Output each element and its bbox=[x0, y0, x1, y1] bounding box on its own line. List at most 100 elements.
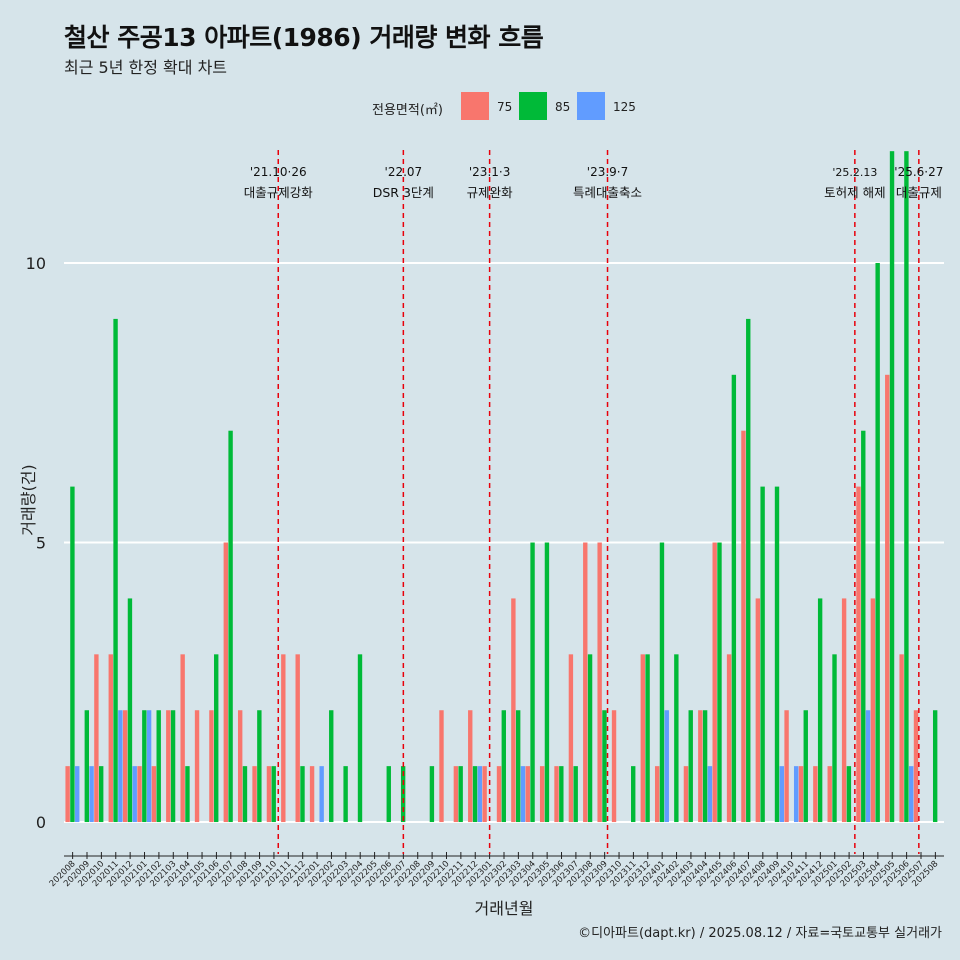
y-tick-label-0: 0 bbox=[36, 813, 46, 832]
bar-85-202203 bbox=[343, 766, 348, 823]
bar-75-202308 bbox=[583, 542, 588, 823]
bar-85-202302 bbox=[501, 710, 506, 823]
bar-125-202503 bbox=[865, 710, 871, 823]
bar-85-202109 bbox=[257, 710, 262, 823]
bar-85-202403 bbox=[688, 710, 693, 823]
bar-75-202310 bbox=[611, 710, 617, 823]
bar-85-202405 bbox=[717, 542, 722, 823]
bar-125-202012 bbox=[132, 766, 137, 823]
bar-85-202312 bbox=[645, 654, 650, 823]
bar-75-202408 bbox=[755, 598, 761, 823]
bar-75-202211 bbox=[453, 766, 459, 823]
bar-85-202407 bbox=[746, 318, 751, 823]
bar-75-202403 bbox=[683, 766, 689, 823]
bar-85-202010 bbox=[98, 766, 104, 823]
bar-85-202204 bbox=[357, 654, 363, 823]
bar-85-202408 bbox=[760, 486, 765, 823]
legend-key-125 bbox=[577, 92, 605, 120]
bar-125-202410 bbox=[793, 766, 799, 823]
bar-85-202409 bbox=[774, 486, 780, 823]
bar-75-202302 bbox=[496, 766, 502, 823]
bar-85-202104 bbox=[185, 766, 190, 823]
bar-125-202201 bbox=[319, 766, 324, 823]
bar-75-202103 bbox=[166, 710, 171, 823]
bar-75-202309 bbox=[597, 542, 602, 823]
bar-75-202503 bbox=[856, 486, 861, 823]
event-label-5: 대출규제 bbox=[896, 185, 942, 200]
y-tick-label-5: 5 bbox=[36, 534, 46, 553]
bar-75-202507 bbox=[913, 710, 919, 823]
bar-125-202506 bbox=[909, 766, 914, 823]
bar-85-202308 bbox=[587, 654, 593, 823]
bar-75-202212 bbox=[468, 710, 473, 823]
event-label-0: 대출규제강화 bbox=[244, 185, 314, 200]
bar-125-202101 bbox=[146, 710, 152, 823]
bar-75-202306 bbox=[554, 766, 559, 823]
chart-title: 철산 주공13 아파트(1986) 거래량 변화 흐름 bbox=[64, 23, 544, 52]
bar-85-202311 bbox=[631, 766, 636, 823]
event-date-5: '25.6·27 bbox=[894, 165, 943, 179]
bar-75-202109 bbox=[252, 766, 257, 823]
bar-75-202312 bbox=[640, 654, 645, 823]
bar-85-202412 bbox=[817, 598, 823, 823]
bar-75-202404 bbox=[698, 710, 703, 823]
event-label-4: 토허제 해제 bbox=[824, 185, 885, 200]
bar-75-202506 bbox=[899, 654, 904, 823]
bar-85-202401 bbox=[659, 542, 665, 823]
bar-125-202303 bbox=[520, 766, 526, 823]
bar-85-202211 bbox=[458, 766, 463, 823]
bar-85-202011 bbox=[113, 318, 118, 823]
bar-85-202502 bbox=[846, 766, 852, 823]
bar-125-202404 bbox=[707, 766, 713, 823]
bar-75-202106 bbox=[209, 710, 214, 823]
bar-75-202406 bbox=[726, 654, 732, 823]
bar-75-202010 bbox=[94, 654, 99, 823]
legend-label-75: 75 bbox=[497, 100, 513, 114]
event-label-2: 규제완화 bbox=[467, 185, 514, 200]
legend: 전용면적(㎡) 75 85 125 bbox=[0, 92, 960, 122]
bar-75-202104 bbox=[180, 654, 185, 823]
bar-75-202107 bbox=[223, 542, 228, 823]
bar-75-202410 bbox=[784, 710, 789, 823]
bar-85-202402 bbox=[674, 654, 679, 823]
bar-85-202406 bbox=[731, 374, 737, 823]
event-date-3: '23.9·7 bbox=[587, 165, 628, 179]
bar-85-202101 bbox=[142, 710, 147, 823]
bar-75-202304 bbox=[525, 766, 530, 823]
bar-75-202407 bbox=[741, 430, 746, 823]
bar-75-202110 bbox=[266, 766, 272, 823]
bar-85-202503 bbox=[861, 430, 866, 823]
bar-85-202411 bbox=[803, 710, 808, 823]
bar-85-202404 bbox=[702, 710, 708, 823]
bar-85-202008 bbox=[70, 486, 75, 823]
bar-75-202307 bbox=[568, 654, 574, 823]
bar-85-202304 bbox=[530, 542, 535, 823]
bar-85-202009 bbox=[84, 710, 89, 823]
bar-85-202303 bbox=[515, 710, 521, 823]
bar-85-202504 bbox=[875, 262, 880, 823]
bar-75-202412 bbox=[813, 766, 818, 823]
event-date-4: '25.2.13 bbox=[832, 166, 877, 179]
legend-title: 전용면적(㎡) bbox=[372, 103, 443, 118]
bar-75-202102 bbox=[151, 766, 157, 823]
bar-75-202501 bbox=[827, 766, 832, 823]
bar-85-202306 bbox=[559, 766, 564, 823]
legend-key-85 bbox=[519, 92, 547, 120]
bar-85-202110 bbox=[271, 766, 276, 823]
bar-75-202012 bbox=[122, 710, 128, 823]
x-axis-title: 거래년월 bbox=[475, 899, 534, 918]
bar-75-202405 bbox=[712, 542, 717, 823]
bar-75-202411 bbox=[798, 766, 804, 823]
bar-75-202502 bbox=[841, 598, 847, 823]
bar-85-202103 bbox=[170, 710, 176, 823]
bar-85-202102 bbox=[156, 710, 161, 823]
bar-75-202112 bbox=[295, 654, 300, 823]
bar-85-202012 bbox=[127, 598, 133, 823]
bar-85-202206 bbox=[386, 766, 391, 823]
bar-85-202505 bbox=[889, 151, 895, 823]
y-axis-title: 거래량(건) bbox=[19, 464, 38, 535]
bar-85-202202 bbox=[329, 710, 334, 823]
bar-85-202209 bbox=[429, 766, 435, 823]
bar-85-202212 bbox=[472, 766, 478, 823]
